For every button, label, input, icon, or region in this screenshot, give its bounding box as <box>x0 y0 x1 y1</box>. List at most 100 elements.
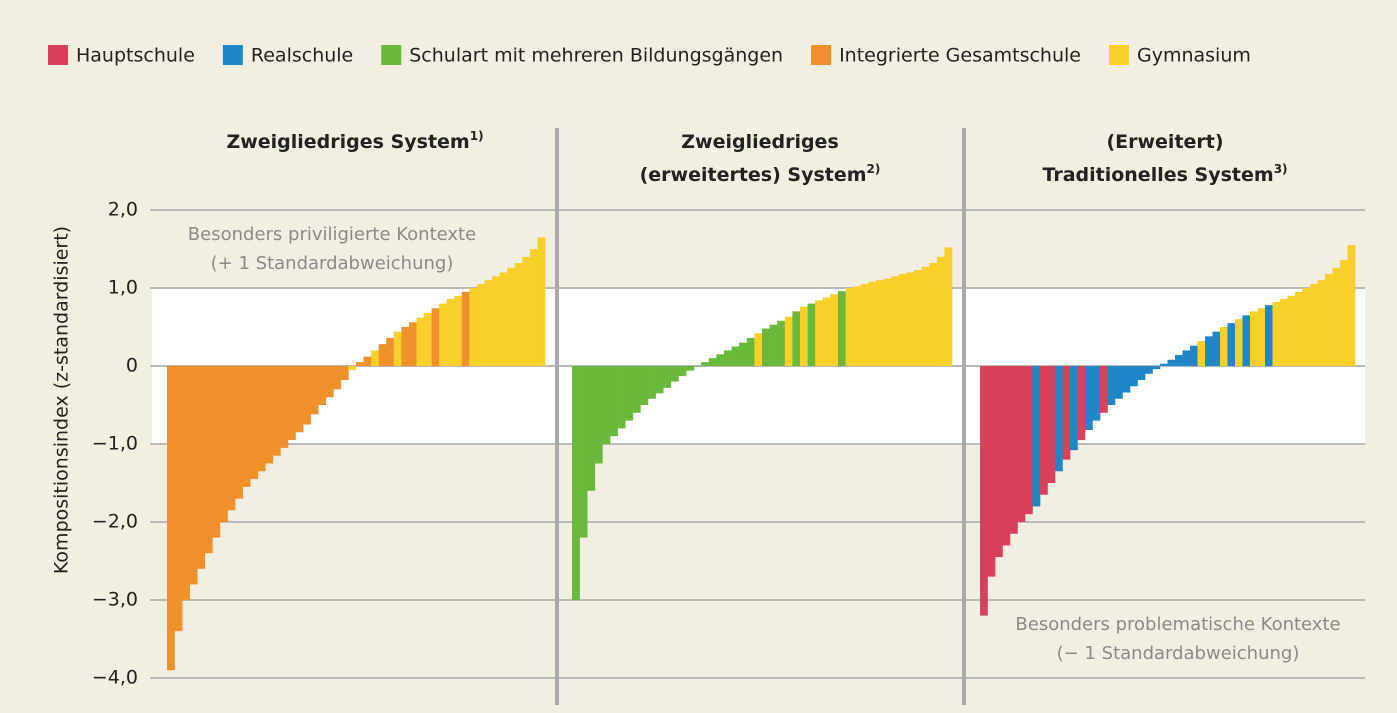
bar <box>1115 366 1123 399</box>
bar <box>167 366 175 671</box>
legend-swatch <box>381 45 402 65</box>
bar <box>250 366 259 480</box>
bar <box>746 337 755 366</box>
bar <box>944 247 953 366</box>
bar <box>272 366 281 456</box>
bar <box>807 303 816 366</box>
bar <box>295 366 304 433</box>
bar <box>280 366 289 448</box>
bar <box>454 295 463 366</box>
legend-label: Hauptschule <box>76 45 195 67</box>
bar <box>1085 366 1093 430</box>
bar <box>461 291 470 366</box>
bar <box>1325 273 1333 366</box>
bar <box>1242 315 1251 366</box>
bar <box>716 354 725 366</box>
bar <box>762 328 770 366</box>
legend-label: Gymnasium <box>1137 45 1251 67</box>
bar <box>640 366 649 405</box>
bar <box>469 288 478 366</box>
bar <box>507 267 516 366</box>
bar <box>348 366 357 370</box>
bar <box>303 366 311 425</box>
bar <box>914 270 922 366</box>
bar <box>219 366 228 522</box>
bar <box>1257 308 1266 366</box>
panel-title: Zweigliedriges System1) <box>226 129 483 153</box>
y-axis-label: Kompositionsindex (z-standardisiert) <box>51 226 73 574</box>
panel-title-line: Zweigliedriges System <box>226 131 469 153</box>
panel-title-note: 1) <box>470 129 484 143</box>
bar <box>1137 366 1146 381</box>
bar <box>1160 363 1168 366</box>
bar <box>1122 366 1131 393</box>
bar <box>476 284 485 366</box>
bar <box>310 366 319 415</box>
bar <box>1145 366 1153 374</box>
legend-label: Schulart mit mehreren Bildungsgängen <box>409 45 783 67</box>
bar <box>739 342 748 366</box>
bar <box>995 366 1003 558</box>
bar <box>610 366 618 437</box>
panel-title: Zweigliedriges <box>681 131 839 153</box>
bar <box>632 366 641 413</box>
bar <box>431 308 440 366</box>
bar <box>265 366 274 464</box>
bar <box>1002 366 1011 546</box>
bar <box>980 366 988 616</box>
bar <box>625 366 634 421</box>
bar <box>1107 366 1116 405</box>
bar <box>792 311 801 366</box>
bar <box>822 297 831 366</box>
bar <box>333 366 342 390</box>
bar <box>853 286 862 366</box>
bar <box>439 303 448 366</box>
annotation: Besonders priviligierte Kontexte <box>188 224 476 245</box>
bar <box>898 273 907 366</box>
bar <box>212 366 221 538</box>
bar <box>1295 291 1303 366</box>
y-tick-label: 0 <box>126 355 138 377</box>
bar <box>182 366 190 600</box>
bar <box>401 327 410 366</box>
bar <box>929 263 938 366</box>
bar <box>1040 366 1048 495</box>
bar <box>197 366 206 569</box>
bar <box>1092 366 1101 421</box>
bar <box>1280 298 1288 366</box>
bar <box>579 366 588 538</box>
bar <box>416 317 425 366</box>
bar <box>987 366 996 577</box>
bar <box>522 256 531 366</box>
bar <box>492 276 500 366</box>
bar <box>446 298 455 366</box>
bar <box>1205 336 1213 366</box>
bar <box>1047 366 1056 483</box>
panel-title-line: Zweigliedriges <box>681 131 839 153</box>
bar <box>663 366 672 388</box>
bar <box>356 362 364 366</box>
bar <box>777 320 786 366</box>
bar <box>1340 259 1348 366</box>
bar <box>731 346 740 366</box>
bar <box>393 331 402 366</box>
bar <box>1010 366 1018 534</box>
bar <box>572 366 580 600</box>
bar <box>1062 366 1071 460</box>
bar <box>1032 366 1041 507</box>
bar <box>754 333 763 366</box>
panel-title-line: Traditionelles System <box>1042 164 1273 186</box>
y-tick-label: −2,0 <box>92 511 138 533</box>
bar <box>257 366 266 472</box>
bar <box>1302 288 1311 366</box>
legend-swatch <box>811 45 832 65</box>
y-tick-label: −3,0 <box>92 589 138 611</box>
bar <box>1310 284 1318 366</box>
bar <box>1347 245 1356 366</box>
bar <box>1175 355 1183 366</box>
panel-title-line: (Erweitert) <box>1106 131 1223 153</box>
bar <box>424 312 432 366</box>
bar <box>242 366 251 487</box>
bar <box>1070 366 1078 451</box>
bar <box>594 366 603 464</box>
